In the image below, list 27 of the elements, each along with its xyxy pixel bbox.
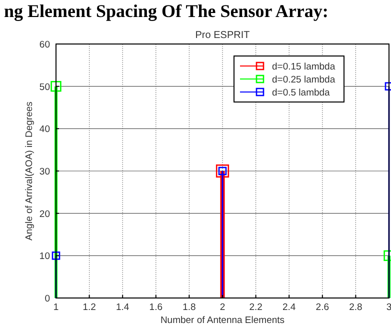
y-tick-label: 0: [44, 294, 50, 304]
point: [216, 164, 230, 178]
legend-label: d=0.25 lambda: [272, 74, 336, 86]
x-tick-label: 3: [386, 302, 391, 313]
y-tick-label: 60: [39, 40, 50, 50]
x-tick-label: 1.6: [149, 302, 163, 313]
chart-title: Pro ESPRIT: [195, 30, 250, 41]
y-tick-label: 50: [39, 82, 50, 93]
point: [52, 252, 60, 260]
x-tick-label: 2.4: [282, 302, 296, 313]
x-tick-label: 1.2: [82, 302, 96, 313]
y-axis-title: Angle of Arrival(AOA) in Degrees: [24, 101, 35, 240]
y-tick-label: 20: [39, 208, 50, 220]
y-tick-label: 10: [39, 251, 50, 262]
x-tick-label: 2.2: [249, 302, 262, 313]
x-axis-title: Number of Antenna Elements: [160, 315, 285, 326]
y-tick-label: 30: [39, 166, 50, 178]
x-tick-label: 2.6: [316, 302, 330, 313]
x-tick-label: 1.8: [182, 302, 196, 313]
x-tick-label: 1: [53, 302, 59, 313]
x-tick-label: 1.4: [116, 302, 130, 313]
x-tick-label: 2.8: [349, 302, 362, 313]
legend-label: d=0.15 lambda: [272, 62, 336, 72]
text: ng Element Spacing Of The Sensor Array:: [4, 1, 328, 21]
x-tick-label: 2: [220, 302, 226, 313]
y-tick-label: 40: [39, 124, 50, 136]
legend-label: d=0.5 lambda: [272, 88, 331, 98]
